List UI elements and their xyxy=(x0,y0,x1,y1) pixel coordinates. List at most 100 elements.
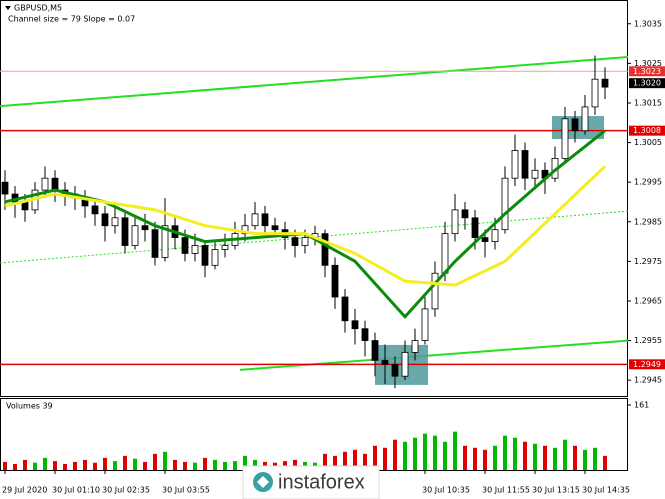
volume-bar xyxy=(43,457,47,470)
volume-bar xyxy=(173,459,177,470)
candle-body xyxy=(221,245,229,250)
y-tick-label: 1.2995 xyxy=(634,178,662,187)
candle-body xyxy=(251,213,259,227)
volume-bar xyxy=(563,439,567,470)
x-tick-label: 30 Jul 14:35 xyxy=(582,486,630,495)
candle-body xyxy=(471,217,479,239)
menu-arrow xyxy=(5,6,11,10)
level-label: 1.3008 xyxy=(633,126,661,135)
volume-bar xyxy=(553,447,557,470)
volume-bar xyxy=(343,451,347,470)
price-label: 1.3020 xyxy=(633,79,661,88)
candle-body xyxy=(101,213,109,227)
candle-body xyxy=(391,363,399,377)
candle-body xyxy=(581,106,589,132)
candle-body xyxy=(421,308,429,341)
volume-bar xyxy=(163,451,167,470)
level-label-box xyxy=(629,359,665,370)
volume-bar xyxy=(243,455,247,470)
candle-body xyxy=(521,150,529,179)
candle-body xyxy=(141,225,149,231)
volume-bar xyxy=(473,447,477,470)
volume-bar xyxy=(293,459,297,470)
volume-bar xyxy=(523,441,527,470)
volume-bar xyxy=(423,433,427,470)
y-tick-label: 1.2985 xyxy=(634,217,662,226)
volume-bar xyxy=(153,453,157,470)
volume-tick-label: 161 xyxy=(634,401,649,410)
volume-bar xyxy=(33,462,37,470)
volume-bar xyxy=(213,459,217,470)
volume-bar xyxy=(3,461,7,470)
volume-bar xyxy=(353,449,357,470)
volume-bar xyxy=(413,437,417,470)
volume-bar xyxy=(63,463,67,470)
x-tick-label: 30 Jul 03:55 xyxy=(162,486,210,495)
volume-bar xyxy=(533,443,537,470)
volume-bar xyxy=(453,431,457,470)
y-tick-label: 1.3025 xyxy=(634,59,662,68)
candle-body xyxy=(211,249,219,266)
candle-body xyxy=(271,225,279,231)
candle-body xyxy=(181,237,189,254)
candle-body xyxy=(441,233,449,274)
x-tick-label: 30 Jul 13:15 xyxy=(532,486,580,495)
volume-bar xyxy=(513,437,517,470)
volume-bar xyxy=(433,435,437,470)
volume-bar xyxy=(103,457,107,470)
candle-body xyxy=(51,177,59,191)
candle-body xyxy=(341,296,349,322)
volume-bar xyxy=(93,462,97,470)
y-tick-label: 1.2965 xyxy=(634,296,662,305)
y-tick-label: 1.3035 xyxy=(634,19,662,28)
candle-body xyxy=(191,245,199,254)
trend-line xyxy=(239,339,628,371)
candle-body xyxy=(501,177,509,231)
candle-body xyxy=(91,205,99,215)
volume-bar xyxy=(323,453,327,470)
candle-body xyxy=(561,118,569,159)
moving-average xyxy=(4,165,607,287)
candle-body xyxy=(121,217,129,246)
volume-bar xyxy=(183,461,187,470)
volume-bar xyxy=(123,455,127,470)
candle-body xyxy=(361,328,369,341)
level-label-box xyxy=(629,66,665,77)
candle-body xyxy=(401,352,409,377)
candle-body xyxy=(41,177,49,191)
volume-bar xyxy=(443,441,447,470)
volume-title: Volumes 39 xyxy=(6,402,53,411)
volume-bar xyxy=(593,447,597,470)
volume-bar xyxy=(223,461,227,470)
volume-bar xyxy=(53,461,57,470)
level-label-box xyxy=(629,125,665,136)
y-tick-label: 1.2945 xyxy=(634,376,662,385)
volume-bar xyxy=(483,449,487,470)
volume-bar xyxy=(133,458,137,470)
x-tick-label: 30 Jul 11:55 xyxy=(482,486,530,495)
x-tick-label: 30 Jul 10:35 xyxy=(422,486,470,495)
candle-body xyxy=(601,78,609,88)
volume-bar xyxy=(333,455,337,470)
candle-body xyxy=(431,272,439,310)
candle-body xyxy=(491,229,499,242)
volume-bar xyxy=(113,461,117,470)
volume-bar xyxy=(493,445,497,470)
candle-body xyxy=(381,359,389,365)
price-label-box xyxy=(629,78,665,89)
trend-line xyxy=(0,210,628,264)
x-tick-label: 30 Jul 02:35 xyxy=(102,486,150,495)
volume-bar xyxy=(253,459,257,470)
main-panel xyxy=(0,55,628,389)
candle-body xyxy=(351,320,359,330)
y-tick-label: 1.2975 xyxy=(634,257,662,266)
y-tick-label: 1.3005 xyxy=(634,138,662,147)
volume-bar xyxy=(23,459,27,470)
candle-body xyxy=(511,150,519,179)
candle-body xyxy=(571,118,579,132)
volume-bar xyxy=(383,447,387,470)
candle-body xyxy=(291,237,299,246)
chart-subtitle: Channel size = 79 Slope = 0.07 xyxy=(8,15,135,24)
volume-bar xyxy=(193,462,197,470)
